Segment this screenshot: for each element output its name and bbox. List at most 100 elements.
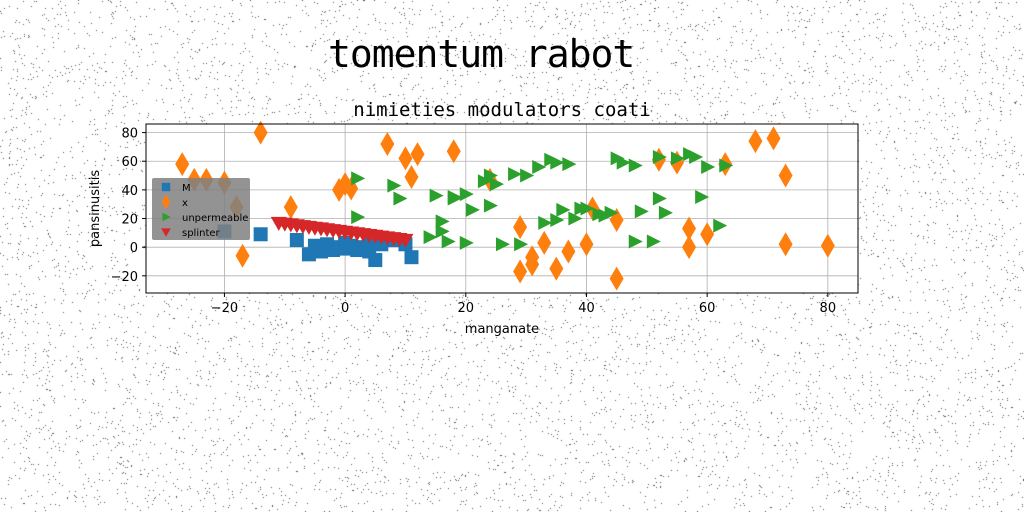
axis-ticks: −20 0 20 40 60 80 −20 0 20 40 60 80 (111, 127, 837, 316)
point-x (579, 232, 594, 257)
point-x (778, 163, 793, 188)
point-unpermeable (508, 167, 523, 182)
point-x (332, 177, 347, 202)
point-x (748, 129, 763, 154)
point-unpermeable (646, 234, 661, 249)
point-unpermeable (652, 149, 667, 164)
x-tick-label: 80 (820, 301, 837, 316)
point-x (410, 142, 425, 167)
point-unpermeable (393, 191, 408, 206)
point-unpermeable (652, 191, 667, 206)
point-x (682, 235, 697, 260)
point-unpermeable (634, 204, 649, 219)
point-unpermeable (628, 234, 643, 249)
point-unpermeable (447, 191, 462, 206)
point-x (253, 120, 268, 145)
point-unpermeable (580, 201, 595, 216)
y-tick-label: −20 (111, 270, 138, 285)
point-m (289, 233, 304, 248)
point-x (820, 233, 835, 258)
y-tick-label: 60 (121, 155, 138, 170)
point-unpermeable (616, 155, 631, 170)
figure-suptitle: tomentum rabot (328, 32, 635, 76)
point-unpermeable (520, 168, 535, 183)
legend-label-splinter: splinter (182, 228, 221, 239)
plot-title: nimieties modulators coati (353, 99, 650, 121)
series-unpermeable (351, 147, 734, 252)
x-tick-label: 0 (341, 301, 349, 316)
point-unpermeable (719, 158, 734, 173)
legend-label-unpermeable: unpermeable (182, 213, 248, 224)
point-unpermeable (556, 202, 571, 217)
point-x (513, 259, 528, 284)
point-x (235, 243, 250, 268)
point-x (778, 232, 793, 257)
y-tick-label: 80 (121, 127, 138, 142)
point-unpermeable (351, 210, 366, 225)
point-unpermeable (550, 212, 565, 227)
point-x (398, 146, 413, 171)
point-unpermeable (459, 235, 474, 250)
point-unpermeable (701, 159, 716, 174)
point-unpermeable (658, 205, 673, 220)
point-unpermeable (483, 168, 498, 183)
legend-label-x: x (182, 198, 188, 209)
legend-marker-m (161, 182, 171, 192)
legend-marker-splinter (161, 228, 171, 237)
plot-area (146, 124, 858, 293)
point-x (549, 256, 564, 281)
point-m (368, 253, 383, 268)
legend-marker-unpermeable (162, 212, 171, 222)
point-unpermeable (538, 215, 553, 230)
point-x (766, 126, 781, 151)
point-unpermeable (713, 218, 728, 233)
point-x (283, 195, 298, 220)
point-unpermeable (562, 157, 577, 172)
point-x (525, 252, 540, 277)
point-x (682, 216, 697, 241)
y-axis-label: pansinusitis (88, 170, 103, 247)
plot-frame (145, 123, 859, 294)
point-x (513, 215, 528, 240)
point-unpermeable (489, 177, 504, 192)
y-tick-label: 40 (121, 184, 138, 199)
point-unpermeable (689, 149, 704, 164)
point-x (175, 152, 190, 177)
y-tick-label: 0 (130, 241, 138, 256)
point-unpermeable (435, 214, 450, 229)
point-x (609, 266, 624, 291)
point-unpermeable (429, 188, 444, 203)
point-unpermeable (550, 155, 565, 170)
x-tick-label: 60 (699, 301, 716, 316)
legend-box (152, 178, 250, 240)
point-unpermeable (628, 158, 643, 173)
point-unpermeable (483, 198, 498, 213)
x-axis-label: manganate (465, 322, 539, 337)
series-splinter (270, 216, 414, 248)
point-x (446, 139, 461, 164)
x-tick-label: 40 (578, 301, 595, 316)
point-unpermeable (496, 237, 510, 252)
point-unpermeable (435, 224, 450, 239)
point-x (404, 164, 419, 189)
point-m (404, 250, 419, 265)
data-marks (175, 120, 835, 291)
legend: Mx unpermeable splinter (152, 178, 250, 240)
point-unpermeable (568, 211, 583, 226)
point-unpermeable (441, 234, 456, 249)
point-unpermeable (670, 151, 685, 166)
point-x (561, 239, 576, 264)
point-x (700, 222, 715, 247)
point-unpermeable (423, 230, 438, 245)
point-unpermeable (514, 237, 529, 252)
point-unpermeable (387, 178, 402, 193)
point-unpermeable (351, 171, 366, 186)
legend-label-m: M (182, 183, 191, 194)
point-x (537, 230, 552, 255)
point-x (380, 132, 395, 157)
y-tick-label: 20 (121, 213, 138, 228)
series-x (175, 120, 835, 291)
grid-lines (146, 124, 858, 293)
x-tick-label: 20 (458, 301, 475, 316)
